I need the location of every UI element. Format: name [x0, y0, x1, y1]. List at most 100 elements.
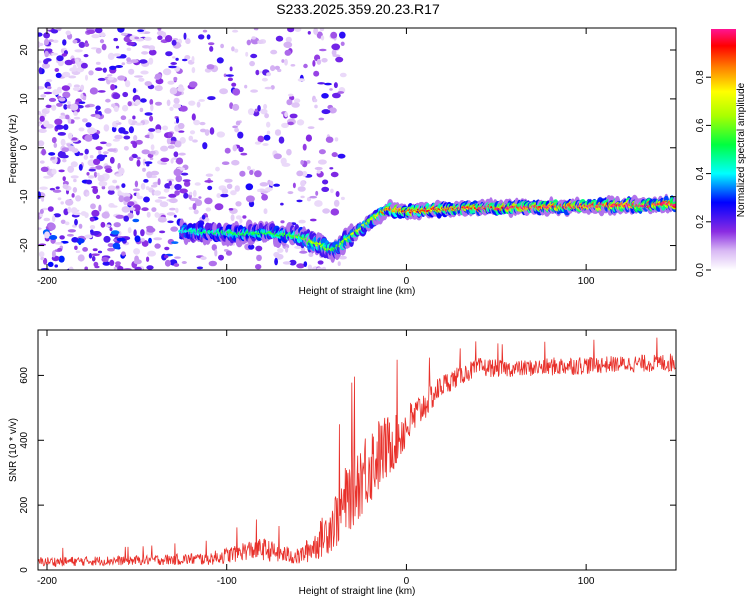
spectrogram-noise-cell	[260, 190, 269, 194]
spectrogram-noise-cell	[149, 99, 154, 105]
spectrogram-noise-cell	[133, 259, 142, 265]
spectrogram-noise-cell	[174, 140, 182, 148]
spectrogram-noise-cell	[93, 171, 98, 178]
spectrogram-noise-cell	[150, 144, 155, 151]
spectrogram-noise-cell	[84, 134, 93, 142]
spectrogram-noise-cell	[335, 56, 344, 63]
spectrogram-noise-cell	[94, 114, 101, 119]
spectrogram-noise-cell	[286, 148, 292, 156]
spectrogram-noise-cell	[128, 68, 135, 75]
spectrogram-noise-cell	[193, 209, 199, 215]
spectrogram-noise-cell	[92, 187, 99, 194]
spectrogram-noise-cell	[84, 42, 90, 47]
spectrogram-noise-cell	[199, 121, 206, 126]
spectrogram-noise-cell	[90, 203, 96, 210]
spectrogram-noise-cell	[237, 131, 244, 139]
colorbar-tick-label: 0.8	[695, 70, 706, 84]
spectrogram-noise-cell	[189, 130, 196, 135]
spectrogram-noise-cell	[173, 97, 180, 105]
spectrogram-noise-cell	[49, 235, 58, 240]
spectrogram-noise-cell	[110, 84, 116, 91]
spectrogram-noise-cell	[287, 93, 294, 97]
spectrogram-noise-cell	[281, 162, 291, 167]
spectrogram-noise-cell	[173, 168, 182, 177]
spectrogram-noise-cell	[83, 154, 89, 160]
spectrogram-noise-cell	[297, 186, 306, 192]
spectrogram-noise-cell	[245, 195, 255, 203]
spectrogram-noise-cell	[239, 218, 243, 224]
spectrogram-noise-cell	[73, 111, 78, 116]
spectrogram-noise-cell	[96, 194, 101, 200]
spectrogram-noise-cell	[55, 72, 62, 78]
spectrogram-noise-cell	[94, 28, 103, 34]
spectrogram-noise-cell	[219, 88, 229, 95]
spectrogram-noise-cell	[63, 208, 69, 216]
spectrogram-noise-cell	[41, 197, 45, 202]
spectrogram-noise-cell	[84, 266, 88, 270]
spectrogram-noise-cell	[206, 64, 215, 70]
spectrogram-noise-cell	[223, 73, 227, 78]
spectrogram-noise-cell	[149, 115, 154, 122]
spectrogram-noise-cell	[331, 43, 341, 51]
spectrogram-noise-cell	[51, 168, 57, 175]
spectrogram-y-tick-label: 0	[19, 145, 30, 151]
spectrogram-noise-cell	[39, 160, 45, 164]
spectrogram-noise-cell	[118, 127, 126, 134]
spectrogram-noise-cell	[71, 137, 78, 141]
spectrogram-noise-cell	[337, 91, 345, 94]
spectrogram-noise-cell	[98, 32, 106, 38]
spectrogram-noise-cell	[97, 175, 105, 182]
spectrogram-noise-cell	[134, 180, 139, 188]
spectrogram-noise-cell	[207, 96, 216, 101]
spectrogram-noise-cell	[62, 158, 67, 163]
spectrogram-noise-cell	[65, 30, 71, 36]
spectrogram-noise-cell	[113, 37, 118, 42]
spectrogram-signal-cell	[672, 204, 676, 207]
spectrogram-noise-cell	[285, 247, 289, 253]
spectrogram-noise-cell	[52, 214, 56, 223]
spectrogram-noise-cell	[247, 165, 251, 171]
spectrogram-noise-cell	[41, 148, 46, 156]
spectrogram-noise-cell	[257, 40, 264, 44]
spectrogram-noise-cell	[115, 185, 120, 189]
spectrogram-noise-cell	[303, 261, 308, 267]
spectrogram-noise-cell	[46, 79, 53, 83]
spectrogram-noise-cell	[290, 261, 295, 266]
spectrogram-noise-cell	[62, 176, 66, 182]
spectrogram-noise-cell	[277, 248, 284, 253]
spectrogram-noise-cell	[232, 88, 241, 96]
spectrogram-noise-cell	[170, 226, 179, 232]
spectrogram-noise-cell	[114, 134, 123, 140]
snr-y-label: SNR (10 * v/v)	[8, 418, 19, 482]
spectrogram-noise-cell	[289, 95, 295, 101]
spectrogram-noise-cell	[274, 253, 284, 260]
spectrogram-noise-cell	[78, 41, 86, 49]
spectrogram-noise-cell	[141, 207, 149, 212]
spectrogram-noise-cell	[318, 117, 325, 121]
spectrogram-noise-cell	[121, 183, 126, 189]
spectrogram-noise-cell	[90, 229, 94, 234]
spectrogram-noise-cell	[79, 152, 84, 156]
spectrogram-noise-cell	[146, 227, 156, 233]
spectrogram-noise-cell	[43, 175, 52, 179]
spectrogram-noise-cell	[105, 168, 113, 174]
snr-y-tick-label: 600	[19, 367, 30, 384]
spectrogram-noise-cell	[57, 247, 63, 252]
spectrogram-noise-cell	[183, 32, 187, 40]
spectrogram-noise-cell	[102, 261, 111, 266]
spectrogram-noise-cell	[174, 256, 181, 259]
spectrogram-noise-cell	[50, 156, 56, 160]
spectrogram-noise-cell	[72, 39, 78, 44]
spectrogram-noise-cell	[63, 104, 68, 110]
spectrogram-noise-cell	[309, 195, 318, 199]
spectrogram-noise-cell	[113, 105, 119, 112]
spectrogram-noise-cell	[189, 191, 193, 196]
spectrogram-noise-cell	[316, 267, 323, 270]
spectrogram-noise-cell	[178, 152, 186, 156]
spectrogram-noise-cell	[61, 53, 67, 57]
spectrogram-noise-cell	[224, 147, 231, 154]
spectrogram-noise-cell	[333, 199, 340, 207]
spectrogram-noise-cell	[143, 196, 150, 203]
spectrogram-noise-cell	[93, 261, 99, 268]
spectrogram-noise-cell	[246, 39, 251, 46]
